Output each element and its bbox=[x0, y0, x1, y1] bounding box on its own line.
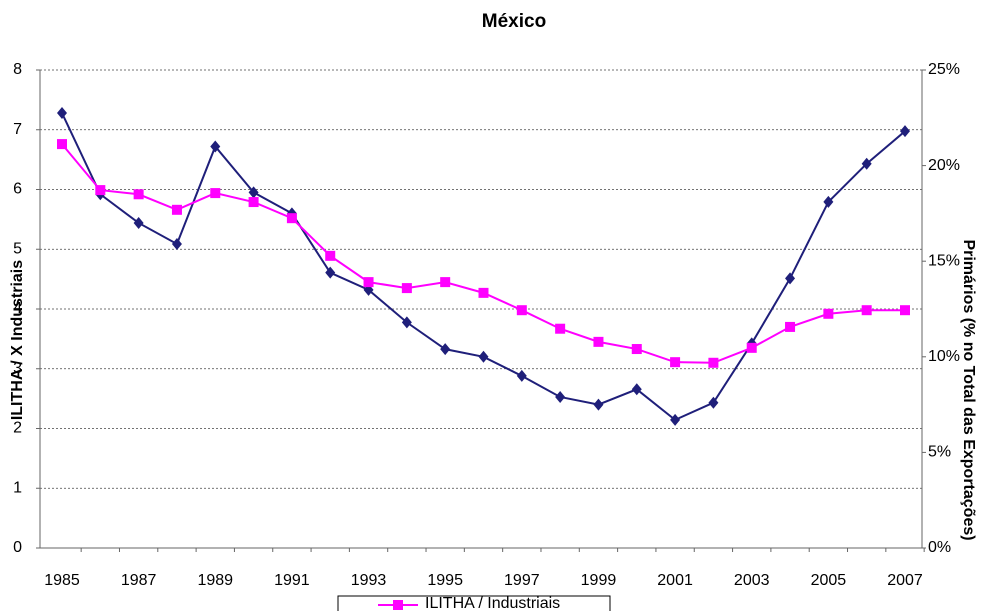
data-point bbox=[670, 357, 681, 368]
x-tick-label: 1989 bbox=[197, 572, 233, 589]
y2-tick-label: 15% bbox=[928, 252, 960, 269]
y2-axis-label: Primários (% no Total das Exportações) bbox=[960, 239, 977, 540]
x-tick-label: 2007 bbox=[887, 572, 923, 589]
x-tick-label: 2001 bbox=[657, 572, 693, 589]
data-point bbox=[631, 344, 642, 355]
x-tick-label: 1997 bbox=[504, 572, 540, 589]
y-tick-label: 8 bbox=[13, 61, 22, 78]
data-point bbox=[325, 250, 336, 261]
data-point bbox=[478, 287, 489, 298]
data-point bbox=[286, 213, 297, 224]
data-point bbox=[900, 125, 910, 138]
data-point bbox=[516, 369, 527, 382]
x-tick-label: 1987 bbox=[121, 572, 157, 589]
data-point bbox=[325, 266, 336, 279]
y-tick-label: 4 bbox=[13, 300, 22, 317]
data-point bbox=[593, 336, 604, 347]
data-point bbox=[401, 316, 412, 329]
series-line bbox=[61, 143, 905, 364]
series-line bbox=[61, 112, 906, 422]
data-point bbox=[210, 140, 221, 153]
data-point bbox=[478, 350, 489, 363]
data-point bbox=[57, 139, 67, 150]
data-point bbox=[171, 204, 182, 215]
x-tick-label: 1995 bbox=[427, 572, 463, 589]
x-tick-label: 1999 bbox=[581, 572, 617, 589]
y-axis-label: ILITHA / X Industriais bbox=[9, 260, 26, 420]
y-tick-label: 7 bbox=[13, 121, 22, 138]
x-tick-label: 1991 bbox=[274, 572, 310, 589]
y2-tick-label: 25% bbox=[928, 61, 960, 78]
y-tick-label: 0 bbox=[13, 539, 22, 556]
y-tick-label: 6 bbox=[13, 181, 22, 198]
x-tick-label: 2003 bbox=[734, 572, 770, 589]
data-point bbox=[133, 216, 144, 229]
legend-box bbox=[337, 595, 611, 611]
data-point bbox=[593, 398, 604, 411]
data-point bbox=[210, 188, 221, 199]
chart-title: México bbox=[482, 11, 546, 32]
y2-tick-label: 20% bbox=[928, 157, 960, 174]
y-tick-label: 2 bbox=[13, 420, 22, 437]
legend-marker bbox=[393, 600, 403, 610]
x-tick-label: 2005 bbox=[811, 572, 847, 589]
data-point bbox=[900, 305, 910, 316]
data-point bbox=[440, 343, 451, 356]
y2-tick-label: 5% bbox=[928, 444, 951, 461]
x-tick-label: 1993 bbox=[351, 572, 387, 589]
y2-tick-label: 0% bbox=[928, 539, 951, 556]
data-point bbox=[171, 237, 182, 250]
data-point bbox=[248, 197, 259, 208]
data-point bbox=[861, 157, 872, 170]
data-point bbox=[555, 390, 566, 403]
data-point bbox=[631, 383, 642, 396]
x-tick-label: 1985 bbox=[44, 572, 80, 589]
data-point bbox=[785, 272, 796, 285]
data-point bbox=[708, 396, 719, 409]
data-point bbox=[555, 323, 566, 334]
data-point bbox=[248, 186, 259, 199]
data-point bbox=[823, 308, 834, 319]
data-point bbox=[823, 195, 834, 208]
y-tick-label: 5 bbox=[13, 240, 22, 257]
y-tick-label: 3 bbox=[13, 360, 22, 377]
data-point bbox=[861, 305, 872, 316]
data-point bbox=[440, 277, 451, 288]
data-point bbox=[785, 321, 796, 332]
y-tick-label: 1 bbox=[13, 479, 22, 496]
legend-label: ILITHA / Industriais bbox=[425, 595, 560, 612]
data-point bbox=[746, 342, 757, 353]
data-point bbox=[95, 185, 106, 196]
y2-tick-label: 10% bbox=[928, 348, 960, 365]
data-point bbox=[133, 189, 144, 200]
data-point bbox=[57, 107, 67, 120]
data-point bbox=[708, 357, 719, 368]
data-point bbox=[363, 277, 374, 288]
data-point bbox=[670, 413, 681, 426]
data-point bbox=[401, 283, 412, 294]
data-point bbox=[516, 305, 527, 316]
